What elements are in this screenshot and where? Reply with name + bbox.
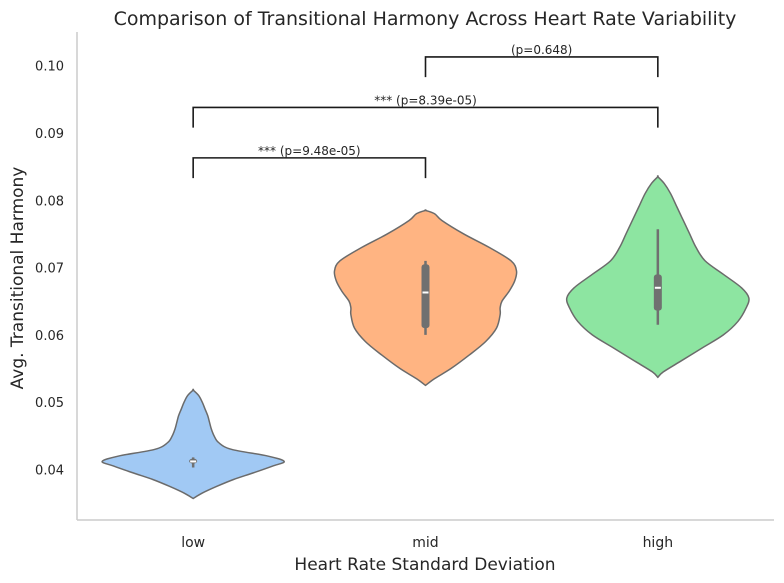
chart-title: Comparison of Transitional Harmony Acros… (114, 8, 737, 30)
violin-box-high (653, 274, 662, 311)
violin-median-low (190, 460, 197, 463)
significance-label-2: *** (p=8.39e-05) (374, 93, 477, 107)
violin-median-mid (422, 291, 429, 294)
significance-label-1: *** (p=9.48e-05) (258, 144, 361, 158)
y-tick-label: 0.06 (35, 329, 64, 344)
violin-low (101, 388, 285, 500)
significance-bracket-1 (192, 157, 427, 179)
significance-bracket-3 (424, 56, 659, 78)
significance-label-3: (p=0.648) (511, 43, 572, 57)
plot-area: 0.04 0.05 0.06 0.07 0.08 0.09 0.10 low mid high **… (35, 32, 774, 551)
y-tick-label: 0.08 (35, 194, 64, 209)
y-tick-label: 0.09 (35, 127, 64, 142)
y-tick-label: 0.05 (35, 396, 64, 411)
y-tick-label: 0.07 (35, 262, 64, 277)
x-tick-label-low: low (181, 535, 205, 551)
y-tick-label: 0.04 (35, 464, 64, 479)
significance-bracket-2 (192, 106, 659, 128)
violin-median-high (654, 286, 661, 289)
violin-box-mid (421, 264, 430, 329)
x-tick-label-mid: mid (412, 535, 438, 551)
x-axis-label: Heart Rate Standard Deviation (294, 555, 555, 575)
x-tick-label-high: high (643, 535, 674, 551)
y-axis-label: Avg. Transitional Harmony (8, 167, 28, 390)
y-tick-label: 0.10 (35, 60, 64, 75)
